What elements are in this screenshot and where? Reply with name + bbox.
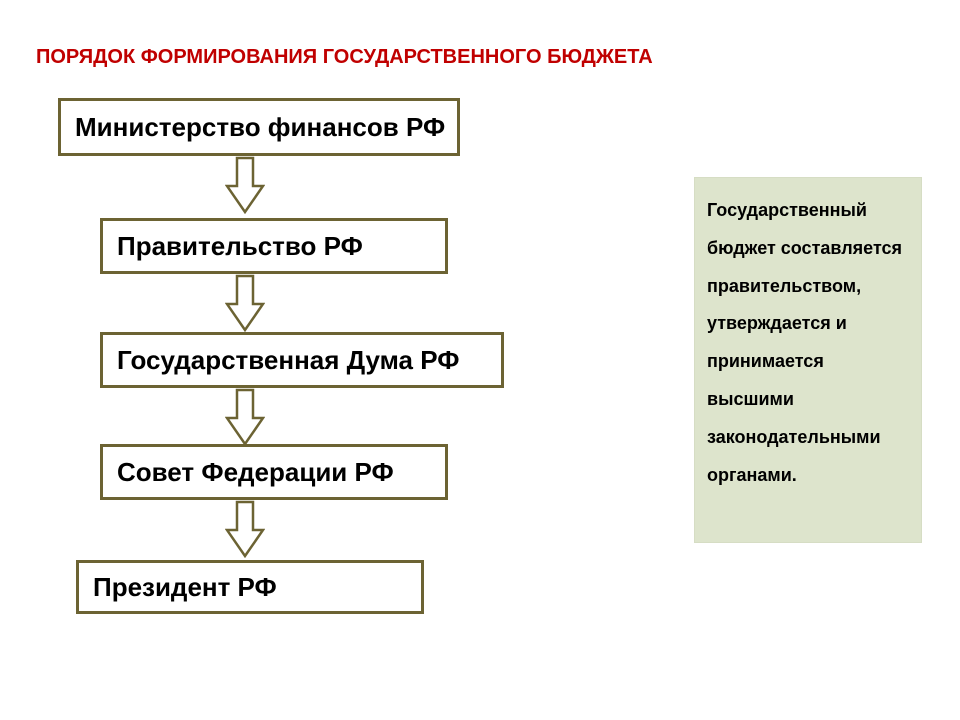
down-arrow-2 [225, 388, 265, 446]
flow-box-label: Президент РФ [93, 572, 277, 603]
flow-box-4: Президент РФ [76, 560, 424, 614]
flow-box-label: Министерство финансов РФ [75, 112, 445, 143]
flow-box-3: Совет Федерации РФ [100, 444, 448, 500]
down-arrow-0 [225, 156, 265, 214]
flow-box-label: Правительство РФ [117, 231, 363, 262]
flow-box-2: Государственная Дума РФ [100, 332, 504, 388]
down-arrow-1 [225, 274, 265, 332]
page-title: ПОРЯДОК ФОРМИРОВАНИЯ ГОСУДАРСТВЕННОГО БЮ… [36, 46, 653, 69]
side-explanation: Государственный бюджет составляется прав… [694, 177, 922, 543]
flowchart-canvas: ПОРЯДОК ФОРМИРОВАНИЯ ГОСУДАРСТВЕННОГО БЮ… [0, 0, 960, 720]
flow-box-1: Правительство РФ [100, 218, 448, 274]
flow-box-label: Совет Федерации РФ [117, 457, 394, 488]
flow-box-label: Государственная Дума РФ [117, 345, 459, 376]
flow-box-0: Министерство финансов РФ [58, 98, 460, 156]
down-arrow-3 [225, 500, 265, 558]
